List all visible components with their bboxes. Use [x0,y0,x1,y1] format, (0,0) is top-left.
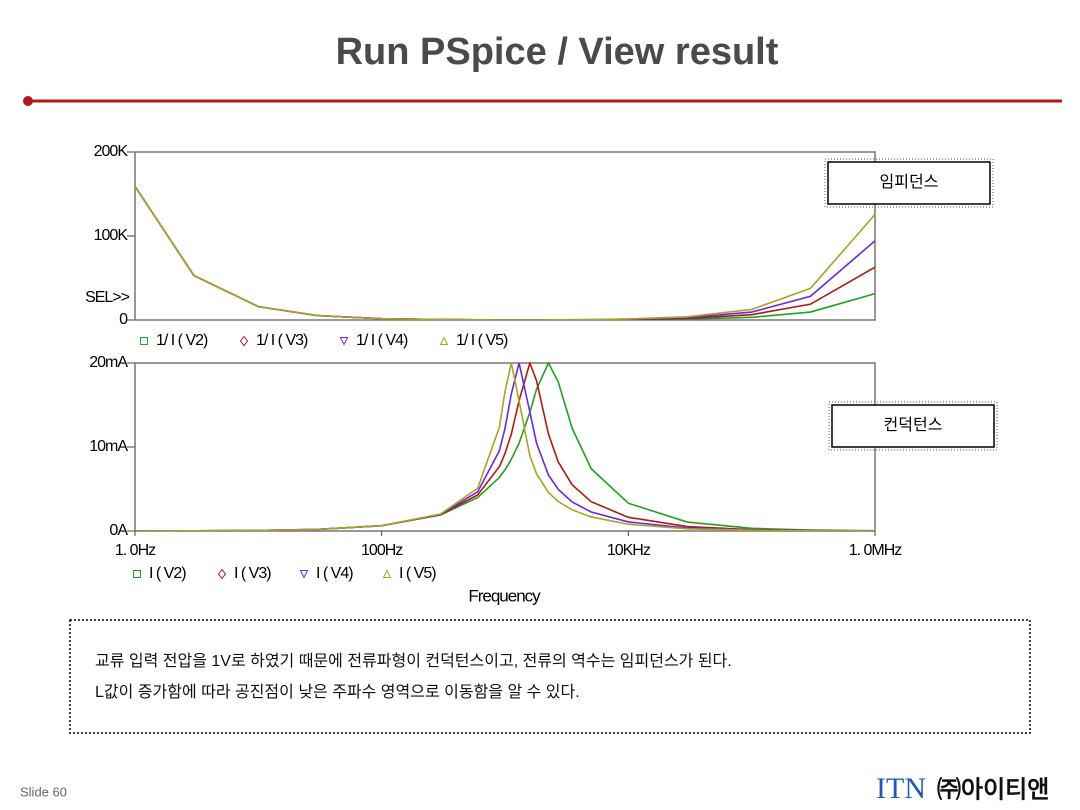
legend-label: I ( V2) [149,565,186,582]
slide-title: Run PSpice / View result [336,31,779,73]
legend-marker [382,569,392,578]
title-rule-dot [23,96,33,106]
x-axis-label: Frequency [468,586,541,605]
legend-label: 1/ I ( V2) [156,332,208,349]
y-tick-label: 100K [94,227,129,244]
note-box [69,619,1031,734]
annotation: 컨덕턴스 [884,416,943,434]
annotation-frame [824,158,994,208]
logo-korean: ㈜아이티앤 [937,776,1049,803]
legend-marker [133,570,141,578]
legend-marker [140,337,148,345]
annotation-box [827,161,991,205]
x-tick-label: 10KHz [607,542,651,559]
series-line [135,362,875,531]
y-tick-label: 20mA [89,354,128,371]
logo-latin: ITN [876,772,926,805]
legend-marker [339,337,349,346]
legend-label: I ( V4) [316,565,353,582]
legend-label: 1/ I ( V3) [256,332,308,349]
legend-marker [299,570,309,579]
y-tick-label: 0A [109,522,128,539]
note-line: 교류 입력 전압을 1V로 하였기 때문에 전류파형이 컨덕턴스이고, 전류의 … [95,652,732,670]
annotation-frame [828,401,998,451]
x-tick-label: 1. 0MHz [849,542,903,559]
legend-label: 1/ I ( V5) [456,332,508,349]
x-tick-label: 1. 0Hz [115,542,156,559]
legend-label: I ( V3) [234,565,271,582]
legend-label: I ( V5) [399,565,436,582]
y-tick-label: 200K [94,143,129,160]
annotation: 임피던스 [880,173,939,191]
series-line [135,185,875,320]
y-tick-label: 10mA [89,438,128,455]
cursor-label: SEL>> [85,289,130,306]
legend-marker [439,336,449,345]
annotation-box [831,404,995,448]
slide-number: Slide 60 [20,784,67,799]
y-tick-label: 0 [119,311,128,328]
legend-label: 1/ I ( V4) [356,332,408,349]
legend-marker [239,335,249,347]
plot-frame [134,151,876,321]
note-line: L값이 증가함에 따라 공진점이 낮은 주파수 영역으로 이동함을 알 수 있다… [95,683,580,701]
x-tick-label: 100Hz [361,542,403,559]
legend-marker [217,568,227,580]
